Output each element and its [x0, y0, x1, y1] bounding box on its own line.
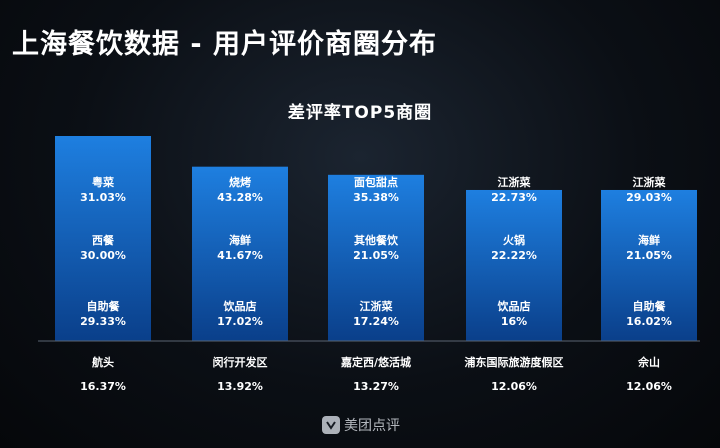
bar-4-cuisine-2: 火锅: [503, 233, 525, 247]
value-label-4: 12.06%: [491, 380, 537, 393]
category-label-5: 佘山: [637, 355, 660, 369]
category-label-3: 嘉定西/悠活城: [340, 355, 411, 369]
bar-3-cuisine-2-share: 21.05%: [353, 249, 399, 262]
value-label-3: 13.27%: [353, 380, 399, 393]
bar-1-cuisine-3: 自助餐: [87, 299, 121, 313]
bar-5: [601, 189, 697, 341]
category-label-1: 航头: [92, 355, 114, 369]
bar-2: [192, 166, 288, 341]
bar-1-cuisine-2: 西餐: [92, 233, 115, 247]
value-label-1: 16.37%: [80, 380, 126, 393]
bar-1-cuisine-1: 粤菜: [92, 175, 115, 189]
bar-1-cuisine-1-share: 31.03%: [80, 191, 126, 204]
bar-3-cuisine-3-share: 17.24%: [353, 315, 399, 328]
meituan-dianping-logo-icon: [322, 416, 340, 434]
bar-2-cuisine-1: 烧烤: [229, 175, 251, 189]
bar-4-cuisine-2-share: 22.22%: [491, 249, 537, 262]
bar-2-cuisine-2-share: 41.67%: [217, 249, 263, 262]
bar-4-cuisine-1: 江浙菜: [498, 175, 532, 189]
category-label-2: 闵行开发区: [213, 355, 268, 369]
bar-2-cuisine-2: 海鲜: [229, 233, 251, 247]
bar-1-cuisine-2-share: 30.00%: [80, 249, 126, 262]
bar-1: [55, 136, 151, 341]
category-label-4: 浦东国际旅游度假区: [465, 355, 564, 369]
bar-4-cuisine-3: 饮品店: [497, 299, 531, 313]
bar-2-cuisine-1-share: 43.28%: [217, 191, 263, 204]
page-title: 上海餐饮数据 - 用户评价商圈分布: [12, 29, 438, 60]
value-label-5: 12.06%: [626, 380, 672, 393]
bar-3: [328, 174, 424, 341]
bar-3-cuisine-1: 面包甜点: [354, 175, 398, 189]
bar-2-cuisine-3: 饮品店: [223, 299, 257, 313]
chart-title: 差评率TOP5商圈: [287, 103, 433, 123]
watermark-text: 美团点评: [344, 418, 400, 434]
bar-5-cuisine-1-share: 29.03%: [626, 191, 672, 204]
bar-5-cuisine-3-share: 16.02%: [626, 315, 672, 328]
bar-5-cuisine-3: 自助餐: [633, 299, 667, 313]
bar-5-cuisine-2-share: 21.05%: [626, 249, 672, 262]
bar-5-cuisine-2: 海鲜: [638, 233, 660, 247]
bar-3-cuisine-2: 其他餐饮: [354, 233, 399, 247]
value-label-2: 13.92%: [217, 380, 263, 393]
bar-4-cuisine-1-share: 22.73%: [491, 191, 537, 204]
bar-3-cuisine-1-share: 35.38%: [353, 191, 399, 204]
watermark: 美团点评: [322, 414, 400, 436]
bar-1-cuisine-3-share: 29.33%: [80, 315, 126, 328]
bar-2-cuisine-3-share: 17.02%: [217, 315, 263, 328]
bar-4-cuisine-3-share: 16%: [501, 315, 527, 328]
bar-5-cuisine-1: 江浙菜: [633, 175, 667, 189]
bar-3-cuisine-3: 江浙菜: [360, 299, 394, 313]
bar-4: [466, 189, 562, 341]
